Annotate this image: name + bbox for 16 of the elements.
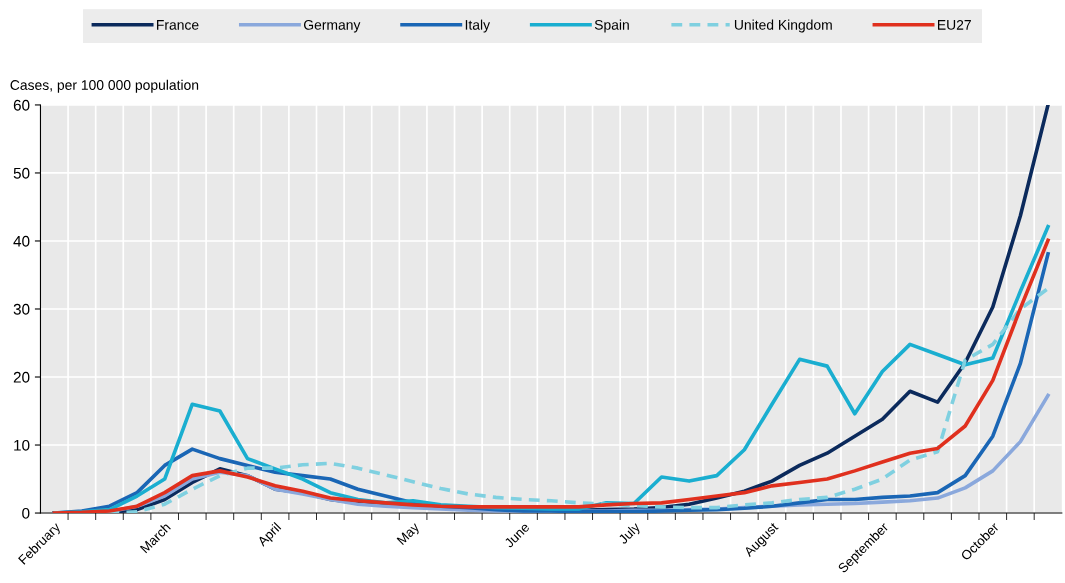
legend-label: EU27 [938,19,971,30]
y-axis-title: Cases, per 100 000 population [10,79,199,93]
y-tick-label: 50 [13,167,30,179]
legend-label: Germany [303,19,361,33]
y-tick-label: 20 [13,371,30,383]
legend-label: Spain [594,19,629,33]
y-tick-label: 40 [13,235,30,247]
y-tick-label: 0 [22,507,30,519]
legend-label: United Kingdom [734,19,832,33]
legend-label: France [157,20,199,30]
y-tick-label: 30 [13,303,30,315]
legend-label: Italy [465,19,490,33]
x-tick-label: July [617,521,643,547]
x-tick-label: May [396,521,422,547]
y-tick-label: 10 [14,439,30,451]
y-tick-label: 60 [13,99,30,111]
